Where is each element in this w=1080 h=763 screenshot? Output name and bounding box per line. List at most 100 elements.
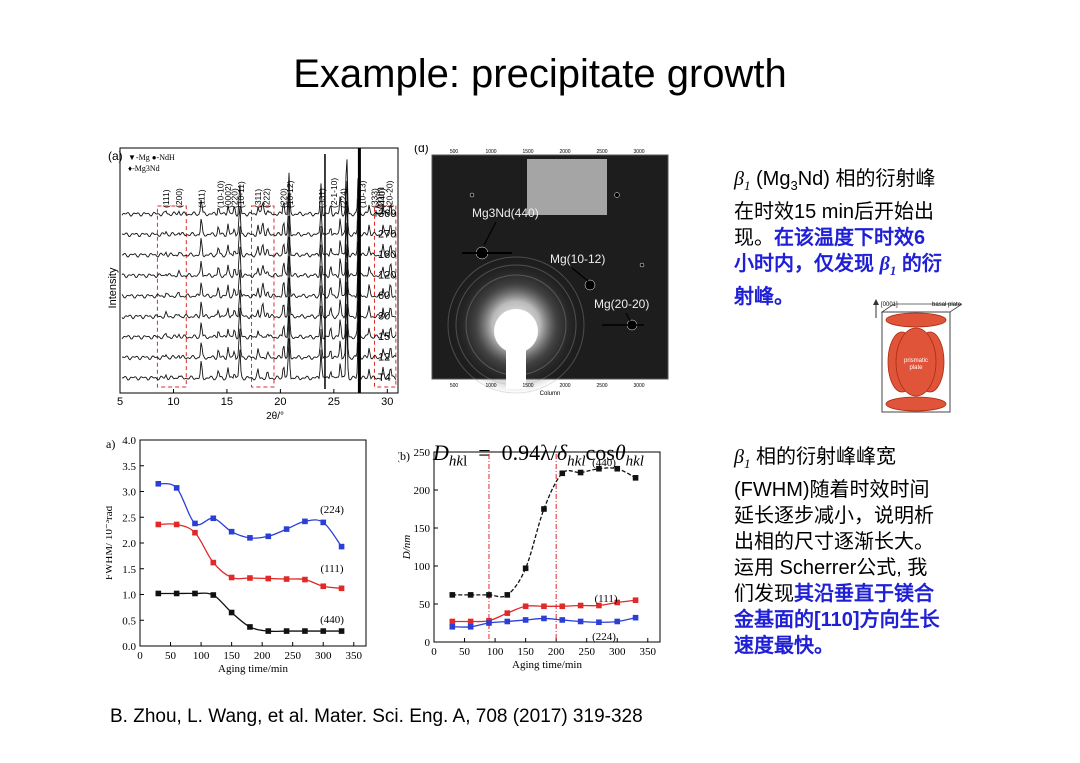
panel-label: (b) bbox=[398, 449, 410, 463]
basal-plate-bottom bbox=[885, 396, 947, 412]
data-point bbox=[283, 576, 290, 582]
citation: B. Zhou, L. Wang, et al. Mater. Sci. Eng… bbox=[110, 706, 643, 727]
text-bottom-line3: 延长逐步减小，说明析 bbox=[734, 505, 934, 527]
xrd-strong-peak-2 bbox=[324, 154, 326, 389]
data-point bbox=[449, 618, 456, 625]
xrd-time-label: 360 bbox=[378, 208, 396, 220]
data-point bbox=[302, 518, 308, 525]
data-point bbox=[155, 521, 162, 528]
schematic-basal-label: basal plate bbox=[932, 302, 962, 308]
text-bottom-line2: (FWHM)随着时效时间 bbox=[734, 479, 930, 501]
data-point bbox=[265, 575, 272, 582]
data-point bbox=[614, 618, 621, 625]
y-axis-label: D/nm bbox=[401, 535, 413, 561]
beta-symbol: β bbox=[734, 168, 744, 190]
text-bottom-line1-a: 相的衍射峰峰宽 bbox=[750, 446, 897, 468]
y-tick-label: 1.0 bbox=[122, 590, 136, 602]
x-tick-label: 0 bbox=[137, 650, 143, 662]
xrd-panel-label: (a) bbox=[108, 149, 123, 163]
text-top-line4: 小时内，仅发现 β1 的衍 bbox=[734, 251, 994, 284]
xrd-time-label: 15 bbox=[378, 331, 390, 343]
plot-frame bbox=[433, 451, 661, 643]
x-tick-label: 250 bbox=[284, 650, 301, 662]
saed-top-tick: 1500 bbox=[522, 149, 533, 155]
data-point bbox=[320, 628, 327, 634]
x-tick-label: 150 bbox=[223, 650, 240, 662]
xrd-trace bbox=[121, 200, 397, 258]
data-point bbox=[449, 624, 456, 630]
y-tick-label: 150 bbox=[414, 523, 431, 535]
saed-bottom-tick: 2500 bbox=[596, 383, 607, 389]
data-point bbox=[247, 575, 253, 581]
xrd-peak-label: (10-10) bbox=[216, 180, 226, 208]
x-tick-label: 100 bbox=[193, 650, 210, 662]
data-point bbox=[338, 585, 345, 592]
prismatic-plate-center bbox=[895, 327, 937, 397]
x-tick-label: 250 bbox=[578, 646, 595, 658]
data-point bbox=[596, 465, 602, 472]
schematic-svg: [0001] basal plate prismatic plate bbox=[873, 299, 964, 413]
xrd-trace bbox=[121, 180, 397, 238]
text-top-line2: 在时效15 min后开始出 bbox=[734, 201, 935, 223]
data-point bbox=[467, 618, 474, 625]
text-bottom-line1: β1 相的衍射峰峰宽 bbox=[734, 444, 994, 477]
xrd-peak-label: (0002) bbox=[223, 183, 233, 208]
data-point bbox=[338, 543, 345, 550]
data-point bbox=[265, 628, 272, 634]
saed-panel-label: (d) bbox=[414, 145, 429, 155]
y-axis-label: FWHM/ 10⁻³rad bbox=[106, 505, 115, 580]
data-point bbox=[467, 592, 474, 598]
saed-noise-patch bbox=[527, 159, 607, 215]
data-point bbox=[228, 609, 235, 616]
y-tick-label: 50 bbox=[419, 599, 431, 611]
data-point bbox=[283, 526, 290, 532]
text-top-line1-sub: 3 bbox=[790, 178, 798, 193]
xrd-peak-label: (333) bbox=[369, 188, 379, 208]
data-point bbox=[155, 480, 162, 487]
data-point bbox=[504, 592, 511, 598]
beta-sub-2: 1 bbox=[889, 263, 897, 278]
text-top-line4-a: 小时内，仅发现 bbox=[734, 253, 880, 275]
data-point bbox=[577, 602, 584, 609]
xrd-peak-label: (311) bbox=[253, 189, 263, 208]
data-point bbox=[192, 520, 198, 527]
x-axis-label: Aging time/min bbox=[218, 663, 288, 675]
data-point bbox=[283, 628, 290, 634]
data-point bbox=[467, 624, 474, 630]
xrd-x-tick-label: 10 bbox=[167, 396, 179, 408]
y-tick-label: 100 bbox=[414, 561, 431, 573]
xrd-time-label: 180 bbox=[378, 249, 396, 261]
xrd-peak-label: (220) bbox=[229, 188, 239, 208]
xrd-peak-label: (200) bbox=[174, 188, 184, 208]
series-label: (440) bbox=[592, 457, 616, 469]
text-bottom-line8: 速度最快。 bbox=[734, 635, 834, 657]
y-tick-label: 1.5 bbox=[122, 564, 136, 576]
data-point bbox=[596, 602, 602, 609]
xrd-peak-label: (111) bbox=[161, 189, 171, 208]
size-panel: (b)050100150200250300350050100150200250A… bbox=[396, 444, 698, 684]
data-point bbox=[210, 559, 217, 566]
text-top-line1-a: (Mg bbox=[750, 168, 791, 190]
data-point bbox=[320, 519, 327, 526]
axis-arrowhead bbox=[873, 299, 879, 305]
beta-symbol-3: β bbox=[734, 446, 744, 468]
series-label: (111) bbox=[594, 593, 617, 605]
x-tick-label: 300 bbox=[609, 646, 626, 658]
saed-bottom-tick: 1000 bbox=[485, 383, 496, 389]
x-tick-label: 50 bbox=[165, 650, 177, 662]
y-tick-label: 2.0 bbox=[122, 538, 136, 550]
x-tick-label: 300 bbox=[315, 650, 332, 662]
y-tick-label: 200 bbox=[414, 485, 431, 497]
text-block-bottom: β1 相的衍射峰峰宽 (FWHM)随着时效时间 延长逐步减小，说明析 出相的尺寸… bbox=[734, 444, 994, 659]
series-line bbox=[452, 467, 636, 598]
data-point bbox=[632, 475, 639, 481]
data-point bbox=[338, 628, 345, 634]
xrd-x-tick-label: 30 bbox=[381, 396, 393, 408]
x-tick-label: 200 bbox=[548, 646, 565, 658]
series-label: (440) bbox=[320, 614, 344, 626]
xrd-trace bbox=[121, 281, 397, 340]
basal-plate-top bbox=[885, 312, 947, 328]
xrd-peak-label: (440) bbox=[377, 188, 387, 208]
text-top-line1-c: Nd) 相的衍射峰 bbox=[797, 168, 936, 190]
series-label: (224) bbox=[592, 631, 616, 643]
